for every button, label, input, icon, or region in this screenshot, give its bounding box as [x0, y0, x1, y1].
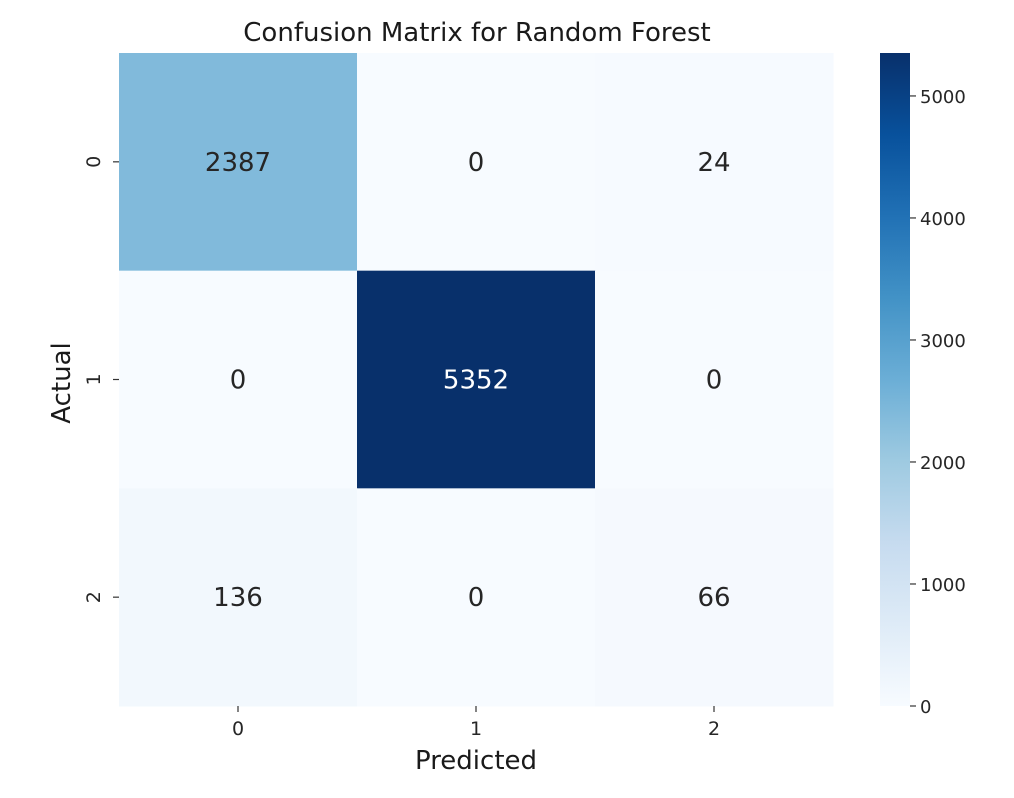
x-axis: 0 1 2 — [232, 706, 720, 740]
cell-value-r2-c2: 66 — [697, 583, 730, 613]
colorbar-tick-label-4: 4000 — [920, 209, 966, 230]
heatmap-cell-r1-c2 — [595, 270, 834, 489]
heatmap-cells — [119, 53, 834, 707]
y-tick-label-1: 1 — [83, 373, 105, 385]
chart-title: Confusion Matrix for Random Forest — [243, 18, 710, 48]
cell-value-r0-c2: 24 — [697, 148, 730, 178]
heatmap-cell-r0-c1 — [357, 53, 596, 272]
cell-value-r1-c1: 5352 — [443, 366, 509, 396]
heatmap-cell-r2-c1 — [357, 488, 596, 707]
heatmap-cell-r1-c0 — [119, 270, 358, 489]
colorbar — [880, 53, 910, 706]
heatmap-cell-labels: 2387 0 24 0 5352 0 136 0 66 — [205, 148, 731, 613]
x-tick-label-2: 2 — [708, 718, 720, 740]
colorbar-tick-label-3: 3000 — [920, 331, 966, 352]
cell-value-r0-c1: 0 — [468, 148, 485, 178]
x-axis-label: Predicted — [415, 746, 537, 776]
y-axis: 0 1 2 — [83, 156, 119, 603]
heatmap-cell-r0-c0 — [119, 53, 358, 272]
colorbar-ticks: 0 1000 2000 3000 4000 5000 — [910, 87, 966, 718]
colorbar-tick-label-0: 0 — [920, 697, 931, 718]
y-tick-label-0: 0 — [83, 156, 105, 168]
colorbar-tick-label-1: 1000 — [920, 575, 966, 596]
heatmap-cell-r2-c2 — [595, 488, 834, 707]
cell-value-r1-c0: 0 — [230, 366, 247, 396]
x-tick-label-1: 1 — [470, 718, 482, 740]
cell-value-r2-c1: 0 — [468, 583, 485, 613]
cell-value-r1-c2: 0 — [706, 366, 723, 396]
heatmap-cell-r0-c2 — [595, 53, 834, 272]
cell-value-r2-c0: 136 — [213, 583, 263, 613]
y-axis-label: Actual — [47, 342, 77, 423]
heatmap-cell-r2-c0 — [119, 488, 358, 707]
cell-value-r0-c0: 2387 — [205, 148, 271, 178]
x-tick-label-0: 0 — [232, 718, 244, 740]
colorbar-tick-label-5: 5000 — [920, 87, 966, 108]
heatmap-cell-r1-c1 — [357, 270, 596, 489]
colorbar-tick-label-2: 2000 — [920, 453, 966, 474]
y-tick-label-2: 2 — [83, 591, 105, 603]
